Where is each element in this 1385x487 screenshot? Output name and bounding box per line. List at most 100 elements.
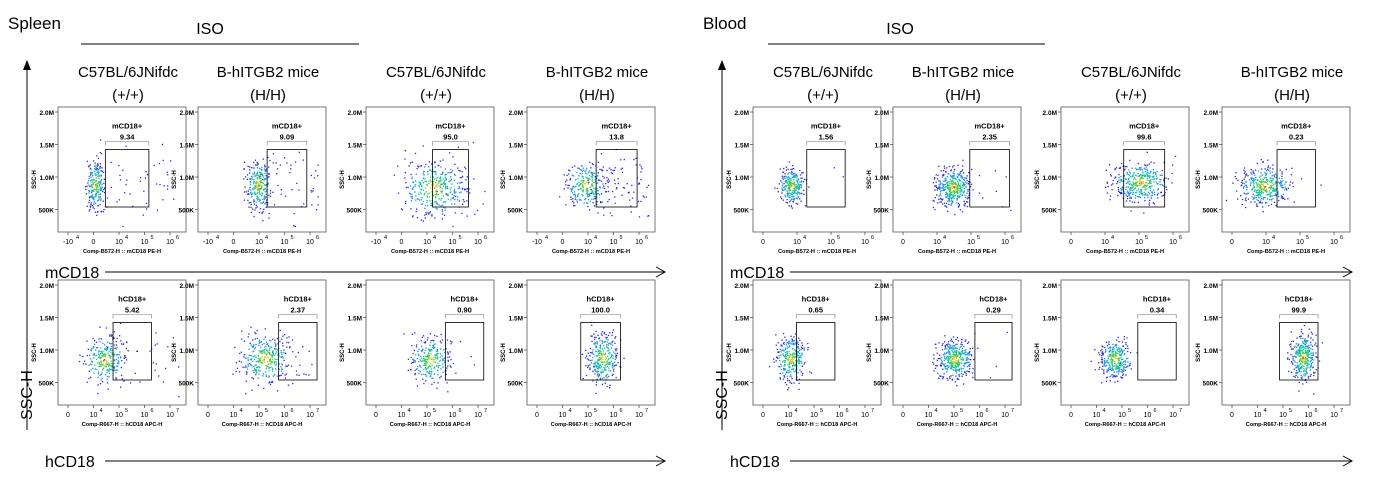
- event-dot: [302, 346, 303, 347]
- event-dot: [1147, 178, 1148, 179]
- x-tick-label: 10: [1144, 412, 1152, 419]
- event-dot: [586, 168, 587, 169]
- column-title-strain: B-hITGB2 mice: [217, 64, 320, 81]
- event-dot: [792, 165, 793, 166]
- event-dot: [959, 357, 960, 358]
- tissue-title: Blood: [703, 14, 746, 33]
- event-dot: [424, 193, 425, 194]
- event-dot: [252, 188, 253, 189]
- event-dot: [433, 368, 434, 369]
- event-dot: [593, 198, 594, 199]
- event-dot: [971, 169, 972, 170]
- event-dot: [255, 374, 256, 375]
- event-dot: [595, 370, 596, 371]
- event-dot: [111, 343, 112, 344]
- event-dot: [603, 371, 604, 372]
- event-dot: [1154, 192, 1155, 193]
- event-dot: [951, 181, 952, 182]
- event-dot: [959, 364, 960, 365]
- event-dot: [290, 165, 291, 166]
- event-dot: [1134, 188, 1135, 189]
- event-dot: [600, 366, 601, 367]
- event-dot: [430, 177, 431, 178]
- event-dot: [942, 349, 943, 350]
- event-dot: [1268, 205, 1269, 206]
- event-dot: [1253, 185, 1254, 186]
- event-dot: [117, 365, 118, 366]
- y-tick-label: 1.5M: [1043, 143, 1057, 150]
- event-dot: [613, 369, 614, 370]
- event-dot: [88, 202, 89, 203]
- event-dot: [960, 183, 961, 184]
- event-dot: [427, 171, 428, 172]
- event-dot: [793, 188, 794, 189]
- event-dot: [86, 193, 87, 194]
- event-dot: [246, 371, 247, 372]
- event-dot: [938, 180, 939, 181]
- event-dot: [268, 195, 269, 196]
- event-dot: [398, 192, 399, 193]
- event-dot: [587, 206, 588, 207]
- event-dot: [960, 344, 961, 345]
- event-dot: [453, 195, 454, 196]
- event-dot: [951, 183, 952, 184]
- event-dot: [157, 210, 158, 211]
- event-dot: [630, 205, 631, 206]
- event-dot: [949, 378, 950, 379]
- event-dot: [266, 376, 267, 377]
- event-dot: [255, 347, 256, 348]
- event-dot: [970, 348, 971, 349]
- gate-percent: 0.29: [986, 306, 1001, 315]
- event-dot: [443, 181, 444, 182]
- event-dot: [964, 190, 965, 191]
- event-dot: [435, 197, 436, 198]
- event-dot: [438, 181, 439, 182]
- event-dot: [268, 173, 269, 174]
- event-dot: [412, 189, 413, 190]
- event-dot: [967, 366, 968, 367]
- event-dot: [1265, 182, 1266, 183]
- event-dot: [798, 358, 799, 359]
- event-dot: [266, 374, 267, 375]
- event-dot: [798, 355, 799, 356]
- event-dot: [107, 364, 108, 365]
- event-dot: [599, 180, 600, 181]
- event-dot: [1271, 195, 1272, 196]
- event-dot: [1149, 205, 1150, 206]
- event-dot: [969, 364, 970, 365]
- event-dot: [255, 207, 256, 208]
- event-dot: [434, 188, 435, 189]
- event-dot: [98, 384, 99, 385]
- event-dot: [1266, 179, 1267, 180]
- plot-x-label: Comp-R667-H :: hCD18 APC-H: [777, 422, 858, 428]
- event-dot: [959, 191, 960, 192]
- event-dot: [938, 199, 939, 200]
- event-dot: [783, 375, 784, 376]
- event-dot: [580, 188, 581, 189]
- event-dot: [603, 350, 604, 351]
- event-dot: [253, 162, 254, 163]
- event-dot: [265, 166, 266, 167]
- y-tick-label: 500K: [346, 208, 362, 215]
- event-dot: [253, 175, 254, 176]
- event-dot: [269, 348, 270, 349]
- event-dot: [431, 384, 432, 385]
- event-dot: [1105, 187, 1106, 188]
- event-dot: [613, 370, 614, 371]
- event-dot: [1144, 197, 1145, 198]
- event-dot: [116, 344, 117, 345]
- event-dot: [1107, 192, 1108, 193]
- event-dot: [953, 184, 954, 185]
- event-dot: [245, 365, 246, 366]
- event-dot: [945, 184, 946, 185]
- event-dot: [252, 209, 253, 210]
- event-dot: [566, 179, 567, 180]
- event-dot: [788, 172, 789, 173]
- event-dot: [256, 174, 257, 175]
- event-dot: [1113, 180, 1114, 181]
- event-dot: [423, 220, 424, 221]
- event-dot: [776, 345, 777, 346]
- event-dot: [1153, 169, 1154, 170]
- event-dot: [1128, 182, 1129, 183]
